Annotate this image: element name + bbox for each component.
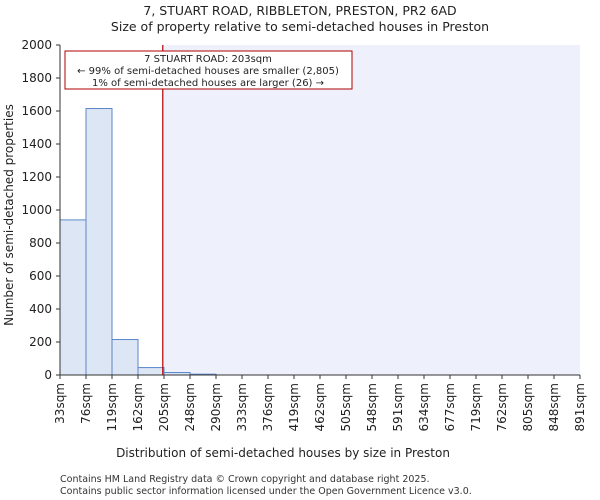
y-ticks-group: 0 200 400 600 800 1000 1200 1400 1600 1800 2000 — [21, 38, 60, 382]
x-tick-label: 162sqm — [131, 383, 145, 431]
chart-title-line1: 7, STUART ROAD, RIBBLETON, PRESTON, PR2 … — [143, 3, 456, 18]
bar-76sqm — [85, 108, 113, 376]
annotation-box: 7 STUART ROAD: 203sqm ← 99% of semi-deta… — [64, 50, 353, 90]
footer-line2: Contains public sector information licen… — [60, 486, 472, 497]
y-tick-label: 200 — [29, 335, 52, 349]
bar-119sqm — [111, 339, 139, 376]
annotation-line1: 7 STUART ROAD: 203sqm — [144, 54, 272, 65]
x-tick-label: 119sqm — [105, 383, 119, 431]
x-tick-label: 891sqm — [573, 383, 587, 431]
annotation-line2: ← 99% of semi-detached houses are smalle… — [77, 66, 339, 77]
x-tick-label: 290sqm — [209, 383, 223, 431]
bars-group — [59, 108, 217, 376]
footer-line1: Contains HM Land Registry data © Crown c… — [60, 474, 430, 485]
x-tick-label: 719sqm — [469, 383, 483, 431]
annotation-line3: 1% of semi-detached houses are larger (2… — [92, 78, 324, 89]
x-tick-label: 591sqm — [391, 383, 405, 431]
y-tick-label: 1800 — [21, 71, 52, 85]
highlight-region — [162, 45, 580, 375]
y-tick-label: 600 — [29, 269, 52, 283]
y-tick-label: 1400 — [21, 137, 52, 151]
x-axis-label: Distribution of semi-detached houses by … — [116, 446, 450, 460]
chart-title-line2: Size of property relative to semi-detach… — [111, 19, 489, 34]
bar-33sqm — [59, 219, 87, 376]
x-tick-label: 548sqm — [365, 383, 379, 431]
y-tick-label: 1000 — [21, 203, 52, 217]
y-tick-label: 0 — [44, 368, 52, 382]
y-axis-label: Number of semi-detached properties — [2, 104, 16, 326]
y-tick-label: 1600 — [21, 104, 52, 118]
bar-162sqm — [137, 367, 165, 376]
x-tick-label: 505sqm — [339, 383, 353, 431]
x-tick-label: 248sqm — [183, 383, 197, 431]
x-tick-label: 805sqm — [521, 383, 535, 431]
x-tick-label: 634sqm — [417, 383, 431, 431]
x-tick-label: 76sqm — [79, 383, 93, 424]
x-tick-label: 762sqm — [495, 383, 509, 431]
x-tick-label: 205sqm — [157, 383, 171, 431]
x-tick-label: 677sqm — [443, 383, 457, 431]
x-ticks-group: 33sqm 76sqm 119sqm 162sqm 205sqm 248sqm 290sqm… — [53, 375, 587, 431]
y-tick-label: 2000 — [21, 38, 52, 52]
y-tick-label: 1200 — [21, 170, 52, 184]
x-tick-label: 848sqm — [547, 383, 561, 431]
x-tick-label: 33sqm — [53, 383, 67, 424]
y-tick-label: 400 — [29, 302, 52, 316]
x-tick-label: 419sqm — [287, 383, 301, 431]
x-tick-label: 462sqm — [313, 383, 327, 431]
x-tick-label: 333sqm — [235, 383, 249, 431]
y-tick-label: 800 — [29, 236, 52, 250]
x-tick-label: 376sqm — [261, 383, 275, 431]
